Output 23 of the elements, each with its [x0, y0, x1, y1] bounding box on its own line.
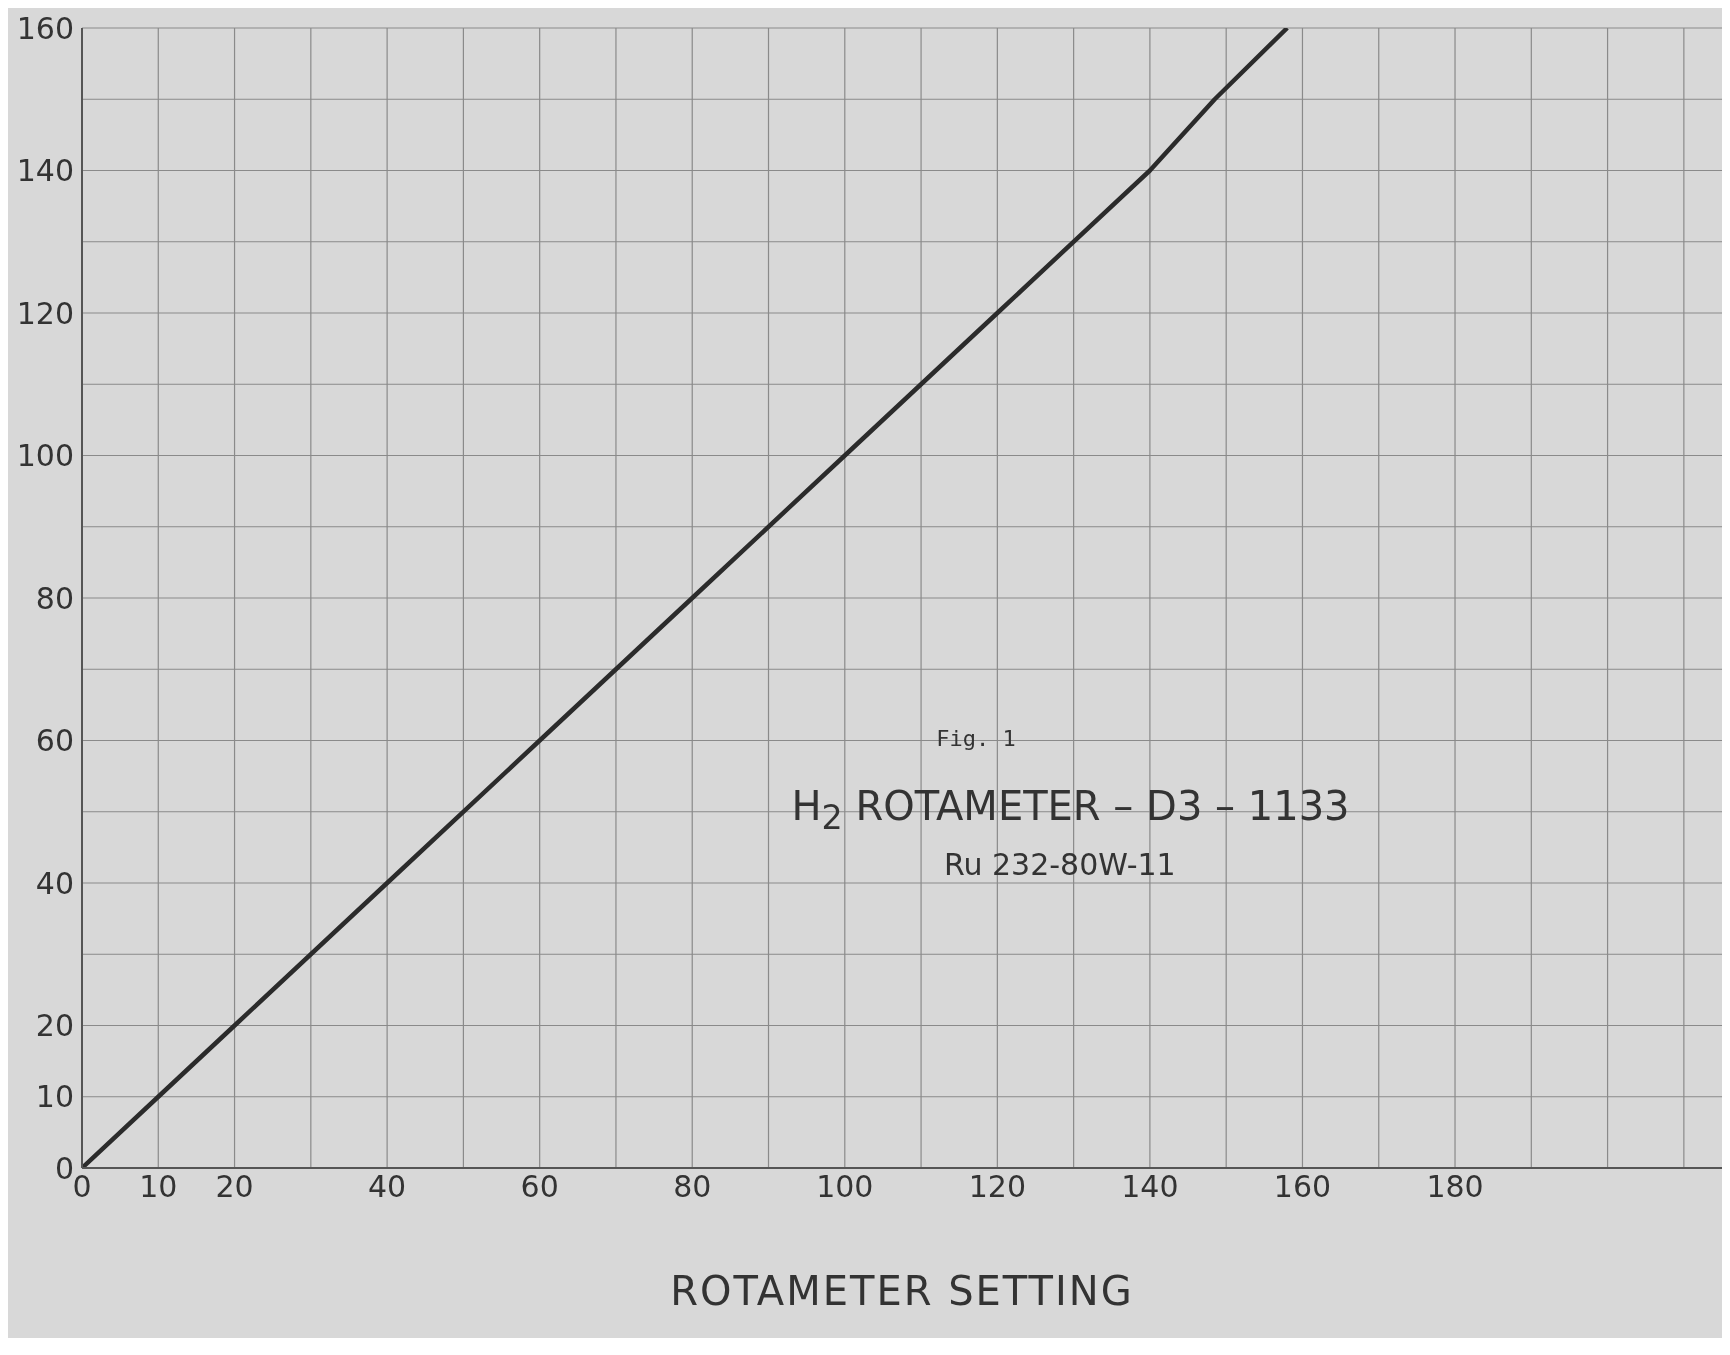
x-tick-label: 10 [139, 1169, 178, 1205]
y-tick-label: 80 [35, 580, 74, 616]
x-tick-label: 180 [1426, 1169, 1484, 1205]
y-tick-label: 40 [35, 865, 74, 901]
y-tick-label: 100 [16, 438, 74, 474]
annotation: Fig. 1 [936, 726, 1016, 752]
y-tick-label: 60 [35, 723, 74, 759]
text: H$_{2}$ ROTAMETER – D3 – 1133 [791, 783, 1350, 838]
y-tick-label: 20 [35, 1008, 74, 1044]
text: Ru 232-80W-11 [943, 847, 1176, 883]
y-tick-label: 10 [35, 1079, 74, 1115]
x-tick-label: 60 [520, 1169, 559, 1205]
x-tick-label: 40 [368, 1169, 407, 1205]
x-tick-label: 120 [968, 1169, 1026, 1205]
y-tick-label: 160 [16, 10, 74, 46]
x-tick-label: 20 [215, 1169, 254, 1205]
x-tick-label: 160 [1273, 1169, 1332, 1205]
x-tick-label: 100 [816, 1169, 874, 1205]
y-tick-label: 140 [16, 153, 74, 189]
x-axis-title: ROTAMETER SETTING [669, 1268, 1135, 1314]
y-tick-label: 120 [16, 295, 74, 331]
x-tick-label: 140 [1121, 1169, 1179, 1205]
x-tick-label: 80 [673, 1169, 712, 1205]
